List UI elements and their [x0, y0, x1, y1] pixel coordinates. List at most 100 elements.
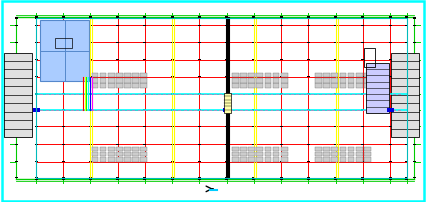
Bar [81, 110, 84, 111]
Bar [143, 110, 146, 111]
Bar [383, 110, 386, 111]
Bar [315, 157, 322, 162]
Bar [40, 110, 43, 111]
Bar [143, 17, 147, 19]
Bar [232, 157, 239, 162]
Bar [323, 83, 330, 88]
Bar [323, 73, 330, 77]
Bar [194, 110, 197, 111]
Bar [35, 93, 37, 95]
Bar [356, 147, 363, 151]
Bar [322, 110, 325, 111]
Bar [61, 76, 64, 77]
Bar [307, 161, 310, 162]
Bar [40, 94, 43, 95]
Bar [132, 157, 139, 162]
Bar [86, 110, 89, 111]
Bar [102, 94, 105, 95]
Bar [378, 110, 381, 111]
Bar [89, 25, 92, 26]
Bar [122, 110, 125, 111]
Bar [315, 152, 322, 156]
Bar [138, 94, 141, 95]
Bar [198, 93, 201, 95]
Bar [116, 147, 123, 151]
Bar [132, 147, 139, 151]
Bar [323, 152, 330, 156]
Bar [332, 110, 335, 111]
Bar [405, 109, 408, 111]
Bar [35, 25, 37, 26]
Bar [232, 78, 239, 83]
Bar [315, 83, 322, 88]
Bar [273, 157, 279, 162]
Bar [279, 144, 283, 145]
Bar [281, 73, 288, 77]
Bar [232, 83, 239, 88]
Bar [405, 76, 408, 77]
Bar [279, 17, 283, 19]
Bar [66, 94, 69, 95]
Bar [389, 161, 392, 162]
Bar [116, 59, 119, 60]
Bar [334, 17, 337, 19]
Bar [248, 78, 255, 83]
Bar [219, 110, 222, 111]
Bar [35, 16, 37, 17]
Bar [393, 110, 396, 111]
Bar [340, 73, 346, 77]
Bar [356, 73, 363, 77]
Bar [412, 161, 416, 162]
Bar [35, 59, 37, 60]
Bar [331, 157, 338, 162]
Bar [170, 93, 174, 95]
Bar [281, 152, 288, 156]
Bar [405, 42, 408, 43]
Bar [398, 94, 401, 95]
Bar [46, 94, 49, 95]
Bar [256, 152, 263, 156]
Bar [276, 110, 279, 111]
Bar [389, 93, 392, 95]
Bar [108, 152, 115, 156]
Bar [40, 20, 89, 81]
Bar [198, 161, 201, 162]
Bar [194, 94, 197, 95]
Bar [116, 17, 119, 19]
Bar [279, 76, 283, 77]
Bar [327, 94, 330, 95]
Bar [143, 125, 147, 127]
Bar [140, 78, 147, 83]
Bar [92, 73, 98, 77]
Bar [89, 59, 92, 60]
Bar [100, 147, 106, 151]
Bar [387, 108, 394, 112]
Bar [357, 110, 360, 111]
Bar [143, 42, 147, 43]
Bar [252, 125, 255, 127]
Bar [225, 94, 227, 95]
Bar [378, 94, 381, 95]
Bar [307, 42, 310, 43]
Bar [225, 59, 228, 60]
Bar [89, 144, 92, 145]
Bar [348, 152, 354, 156]
Bar [340, 78, 346, 83]
Bar [248, 152, 255, 156]
Bar [307, 179, 310, 180]
Bar [291, 110, 294, 111]
Bar [198, 16, 201, 17]
Bar [307, 177, 310, 179]
Bar [389, 59, 392, 60]
Bar [14, 144, 17, 145]
Bar [14, 161, 17, 162]
Bar [46, 110, 49, 111]
Bar [56, 110, 59, 111]
Bar [89, 179, 92, 180]
Bar [265, 147, 271, 151]
Bar [412, 17, 416, 19]
Bar [158, 94, 161, 95]
Bar [363, 94, 366, 95]
Bar [127, 94, 130, 95]
Bar [107, 110, 110, 111]
